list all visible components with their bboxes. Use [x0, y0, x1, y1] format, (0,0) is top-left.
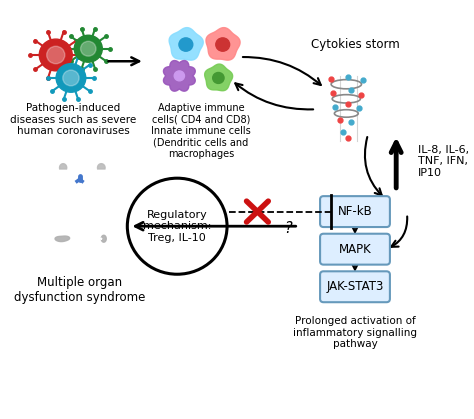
Circle shape [81, 41, 96, 56]
FancyBboxPatch shape [320, 234, 390, 265]
Polygon shape [60, 164, 67, 169]
Text: Cytokies storm: Cytokies storm [310, 38, 400, 51]
Text: IL-8, IL-6,
TNF, IFN,
IP10: IL-8, IL-6, TNF, IFN, IP10 [418, 145, 469, 178]
Circle shape [174, 71, 184, 81]
Circle shape [56, 64, 86, 92]
Polygon shape [101, 235, 106, 242]
Polygon shape [205, 64, 233, 91]
Text: Multiple organ
dysfunction syndrome: Multiple organ dysfunction syndrome [14, 276, 146, 304]
Circle shape [213, 72, 224, 83]
Text: ?: ? [284, 221, 292, 236]
Text: MAPK: MAPK [338, 243, 371, 256]
Text: NF-kB: NF-kB [337, 205, 373, 218]
Polygon shape [98, 164, 105, 169]
FancyBboxPatch shape [320, 272, 390, 302]
Circle shape [74, 35, 102, 62]
Text: Regulatory
mechanism:
Treg, IL-10: Regulatory mechanism: Treg, IL-10 [143, 210, 211, 243]
Circle shape [179, 38, 193, 51]
Text: Adaptive immune
cells( CD4 and CD8)
Innate immune cells
(Dendritic cells and
mac: Adaptive immune cells( CD4 and CD8) Inna… [151, 103, 251, 159]
Circle shape [216, 38, 229, 51]
Circle shape [63, 70, 79, 86]
Text: Pathogen-induced
diseases such as severe
human coronaviruses: Pathogen-induced diseases such as severe… [10, 103, 136, 136]
Polygon shape [206, 28, 240, 60]
Polygon shape [164, 60, 195, 91]
Polygon shape [169, 28, 203, 60]
Text: JAK-STAT3: JAK-STAT3 [326, 280, 383, 293]
Circle shape [39, 39, 72, 71]
Text: Prolonged activation of
inflammatory signalling
pathway: Prolonged activation of inflammatory sig… [293, 316, 417, 349]
FancyBboxPatch shape [320, 196, 390, 227]
Circle shape [47, 46, 65, 64]
Polygon shape [55, 236, 70, 242]
